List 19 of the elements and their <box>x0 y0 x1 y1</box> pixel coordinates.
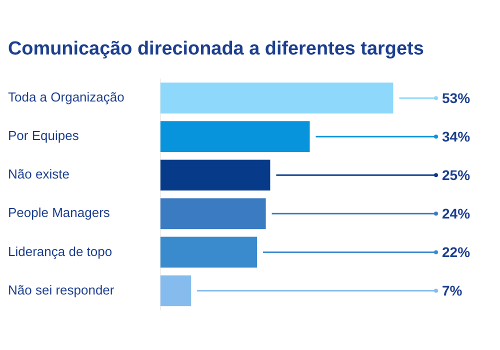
data-label: 53% <box>442 90 471 106</box>
y-tick-label: Toda a Organização <box>8 90 124 105</box>
bar <box>160 121 310 152</box>
y-tick-label: Por Equipes <box>8 128 80 144</box>
data-label: 22% <box>442 244 471 260</box>
y-tick-label: Não existe <box>8 166 70 182</box>
bar <box>160 160 270 191</box>
bar <box>160 82 394 114</box>
data-label: 34% <box>442 128 471 144</box>
bar <box>160 236 258 268</box>
y-tick-label: Liderança de topo <box>8 244 112 259</box>
y-tick-label: Não sei responder <box>8 282 115 298</box>
y-tick-label: People Managers <box>8 205 110 220</box>
data-label: 24% <box>442 206 471 222</box>
bar <box>160 198 266 230</box>
data-label: 25% <box>442 166 471 183</box>
data-label: 7% <box>442 282 463 299</box>
chart-title: Comunicação direcionada a diferentes targets <box>8 38 424 60</box>
bar <box>160 275 192 306</box>
